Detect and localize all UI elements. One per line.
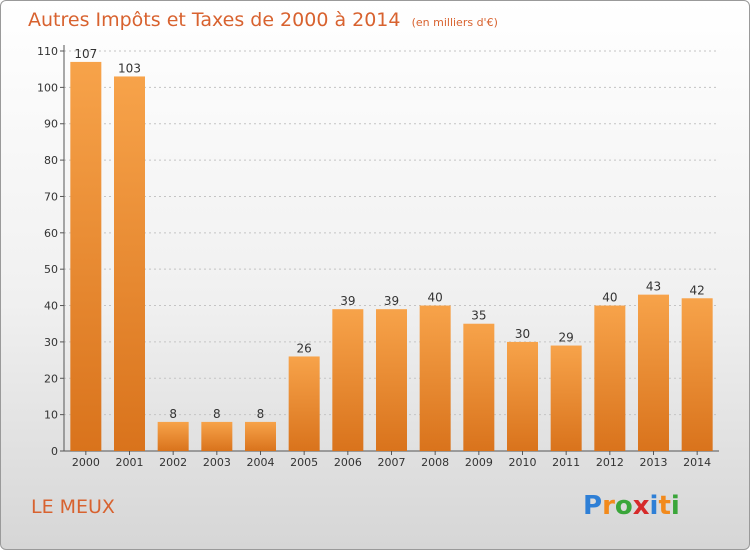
y-tick-label: 0 — [51, 445, 58, 458]
bar-value-label: 39 — [340, 294, 355, 308]
labels: 0 10 20 30 40 50 60 70 80 90 100 110 107 2000 103 2001 8… — [37, 45, 711, 469]
y-tick-label: 40 — [44, 300, 58, 313]
bar — [681, 298, 713, 451]
logo-letter: P — [583, 491, 603, 521]
x-tick-label: 2002 — [159, 456, 187, 469]
logo-letter: i — [649, 491, 659, 521]
bars — [70, 61, 713, 452]
y-tick-label: 10 — [44, 409, 58, 422]
x-tick-label: 2008 — [421, 456, 449, 469]
proxiti-logo: Proxiti — [583, 491, 680, 521]
x-tick-label: 2005 — [290, 456, 318, 469]
bar — [638, 294, 669, 451]
bar — [245, 421, 276, 451]
logo-letter: i — [670, 491, 680, 521]
bar-value-label: 103 — [118, 61, 141, 75]
y-tick-label: 100 — [37, 81, 58, 94]
chart-title-text: Autres Impôts et Taxes de 2000 à 2014 — [28, 9, 401, 31]
chart-unit: (en milliers d'€) — [411, 16, 498, 29]
x-tick-label: 2011 — [552, 456, 580, 469]
bar — [70, 61, 102, 452]
bar-value-label: 40 — [428, 291, 443, 305]
y-tick-label: 80 — [44, 154, 58, 167]
bar — [114, 76, 145, 452]
bar — [594, 305, 626, 451]
x-tick-label: 2001 — [116, 456, 144, 469]
bar-value-label: 35 — [471, 309, 486, 323]
x-tick-label: 2003 — [203, 456, 231, 469]
bar — [201, 421, 233, 451]
x-tick-label: 2007 — [378, 456, 406, 469]
y-tick-label: 110 — [37, 45, 58, 58]
y-tick-label: 50 — [44, 263, 58, 276]
bar-value-label: 8 — [257, 407, 265, 421]
y-tick-label: 90 — [44, 118, 58, 131]
bar — [507, 341, 538, 451]
x-tick-label: 2000 — [72, 456, 100, 469]
bar — [463, 323, 495, 451]
chart-title: Autres Impôts et Taxes de 2000 à 2014 (e… — [28, 9, 498, 31]
bar — [550, 345, 582, 451]
bar-value-label: 40 — [602, 291, 617, 305]
y-tick-label: 60 — [44, 227, 58, 240]
bar-value-label: 29 — [559, 331, 574, 345]
x-tick-label: 2014 — [683, 456, 711, 469]
y-tick-label: 30 — [44, 336, 58, 349]
y-tick-label: 70 — [44, 190, 58, 203]
bar — [332, 309, 364, 451]
bar — [157, 421, 189, 451]
x-tick-label: 2010 — [509, 456, 537, 469]
x-tick-label: 2004 — [247, 456, 275, 469]
bar-value-label: 43 — [646, 280, 661, 294]
bar-value-label: 39 — [384, 294, 399, 308]
bar — [288, 356, 320, 451]
bar-value-label: 26 — [297, 341, 312, 355]
bar-value-label: 30 — [515, 327, 530, 341]
logo-letter: o — [614, 491, 633, 521]
logo-letter: x — [632, 491, 650, 521]
logo-letter: t — [658, 491, 671, 521]
logo-letter: r — [602, 491, 615, 521]
bar — [419, 305, 451, 451]
y-tick-label: 20 — [44, 372, 58, 385]
x-tick-label: 2012 — [596, 456, 624, 469]
x-tick-label: 2006 — [334, 456, 362, 469]
bar-value-label: 8 — [169, 407, 177, 421]
bar — [376, 309, 407, 451]
bar-value-label: 107 — [74, 47, 97, 61]
x-tick-label: 2013 — [640, 456, 668, 469]
x-tick-label: 2009 — [465, 456, 493, 469]
bar-value-label: 8 — [213, 407, 221, 421]
commune-name: LE MEUX — [31, 496, 115, 518]
bar-value-label: 42 — [690, 283, 705, 297]
